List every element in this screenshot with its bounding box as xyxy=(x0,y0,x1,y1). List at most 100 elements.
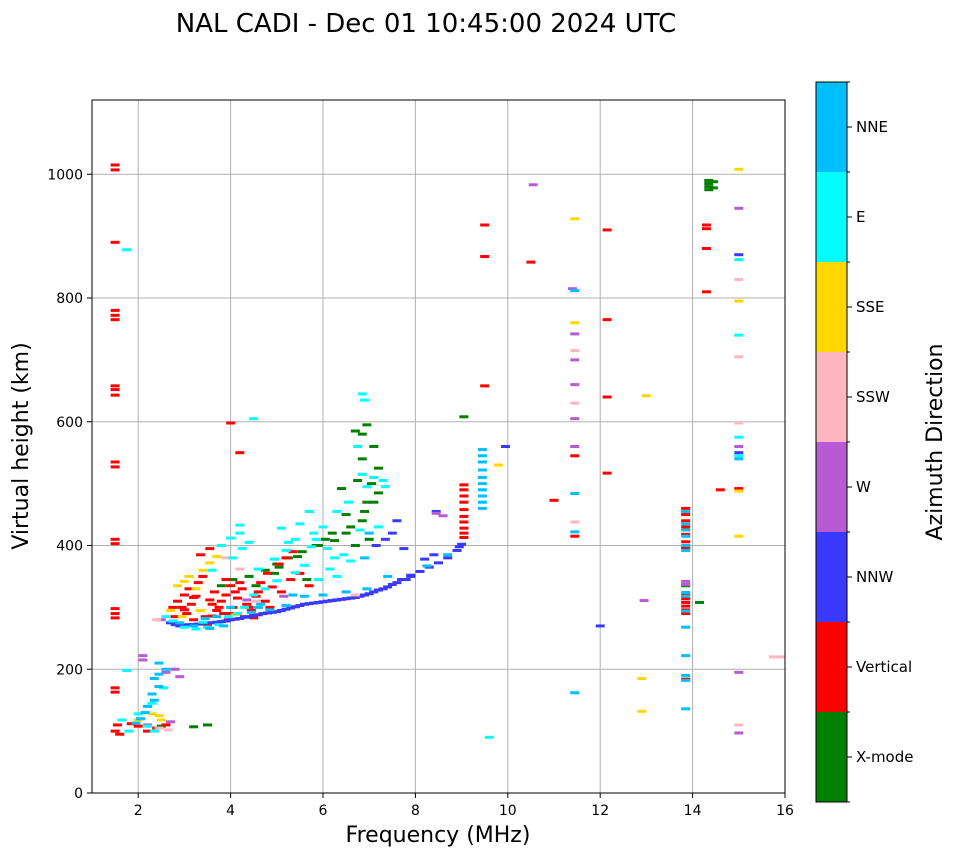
series-nne xyxy=(131,289,744,725)
echo-point xyxy=(734,167,744,171)
echo-point xyxy=(295,571,305,575)
echo-point xyxy=(369,590,379,594)
echo-point xyxy=(177,605,187,609)
echo-point xyxy=(260,568,270,572)
echo-point xyxy=(401,578,411,582)
echo-point xyxy=(149,677,159,681)
echo-point xyxy=(124,729,134,733)
echo-point xyxy=(233,596,243,600)
echo-point xyxy=(369,475,379,479)
echo-point xyxy=(110,537,120,541)
echo-point xyxy=(110,465,120,469)
echo-point xyxy=(570,401,580,405)
echo-point xyxy=(189,595,199,599)
colorbar-label-item: NNE xyxy=(856,118,888,136)
x-tick-label: 2 xyxy=(134,803,143,819)
echo-point xyxy=(734,435,744,439)
chart-title: NAL CADI - Dec 01 10:45:00 2024 UTC xyxy=(176,9,676,39)
echo-point xyxy=(332,574,342,578)
colorbar-label-item: X-mode xyxy=(856,748,913,766)
echo-point xyxy=(147,712,157,716)
echo-point xyxy=(681,597,691,601)
echo-point xyxy=(110,616,120,620)
echo-point xyxy=(570,289,580,293)
echo-point xyxy=(249,613,259,617)
x-axis-ticks: 2 4 6 8 10 12 14 16 xyxy=(134,793,794,819)
echo-point xyxy=(422,564,432,568)
echo-point xyxy=(205,626,215,630)
echo-point xyxy=(452,548,462,552)
echo-point xyxy=(734,253,744,257)
echo-point xyxy=(302,578,312,582)
echo-point xyxy=(454,545,464,549)
series-nnw xyxy=(166,253,744,628)
echo-point xyxy=(267,585,277,589)
echo-point xyxy=(309,601,319,605)
echo-point xyxy=(300,594,310,598)
colorbar-label-item: Vertical xyxy=(856,658,912,676)
echo-point xyxy=(246,610,256,614)
echo-point xyxy=(477,454,487,458)
echo-point xyxy=(216,584,226,588)
echo-point xyxy=(459,535,469,539)
echo-point xyxy=(602,228,612,232)
echo-point xyxy=(246,608,256,612)
echo-point xyxy=(216,599,226,603)
echo-point xyxy=(235,451,245,455)
echo-point xyxy=(263,611,273,615)
echo-point xyxy=(177,615,187,619)
echo-point xyxy=(223,615,233,619)
echo-point xyxy=(154,672,164,676)
echo-point xyxy=(110,612,120,616)
echo-point xyxy=(378,479,388,483)
echo-point xyxy=(189,624,199,628)
echo-point xyxy=(212,615,222,619)
echo-point xyxy=(251,584,261,588)
echo-point xyxy=(708,186,718,190)
echo-point xyxy=(110,729,120,733)
echo-point xyxy=(364,537,374,541)
echo-point xyxy=(459,531,469,535)
echo-point xyxy=(112,723,122,727)
echo-point xyxy=(170,615,180,619)
echo-point xyxy=(318,593,328,597)
echo-point xyxy=(570,530,580,534)
echo-point xyxy=(339,553,349,557)
echo-point xyxy=(274,562,284,566)
echo-point xyxy=(281,607,291,611)
echo-point xyxy=(637,709,647,713)
echo-point xyxy=(341,513,351,517)
echo-point xyxy=(701,227,711,231)
echo-point xyxy=(140,711,150,715)
y-tick-label: 400 xyxy=(56,539,83,555)
colorbar-label-item: W xyxy=(856,478,871,496)
echo-point xyxy=(110,690,120,694)
echo-point xyxy=(364,592,374,596)
echo-point xyxy=(154,714,164,718)
echo-point xyxy=(570,492,580,496)
echo-point xyxy=(288,593,298,597)
echo-point xyxy=(681,528,691,532)
echo-point xyxy=(637,677,647,681)
echo-point xyxy=(260,587,270,591)
echo-point xyxy=(383,574,393,578)
echo-point xyxy=(681,609,691,613)
echo-point xyxy=(244,540,254,544)
echo-point xyxy=(191,587,201,591)
echo-point xyxy=(306,545,316,549)
echo-point xyxy=(179,593,189,597)
echo-point xyxy=(429,553,439,557)
echo-point xyxy=(318,525,328,529)
echo-point xyxy=(459,514,469,518)
echo-point xyxy=(570,358,580,362)
echo-point xyxy=(230,617,240,621)
echo-point xyxy=(161,615,171,619)
echo-point xyxy=(369,445,379,448)
echo-point xyxy=(313,544,323,547)
echo-point xyxy=(267,610,277,614)
echo-point xyxy=(373,466,383,470)
echo-point xyxy=(459,483,469,487)
echo-point xyxy=(355,594,365,598)
echo-point xyxy=(323,599,333,603)
echo-point xyxy=(281,548,291,552)
